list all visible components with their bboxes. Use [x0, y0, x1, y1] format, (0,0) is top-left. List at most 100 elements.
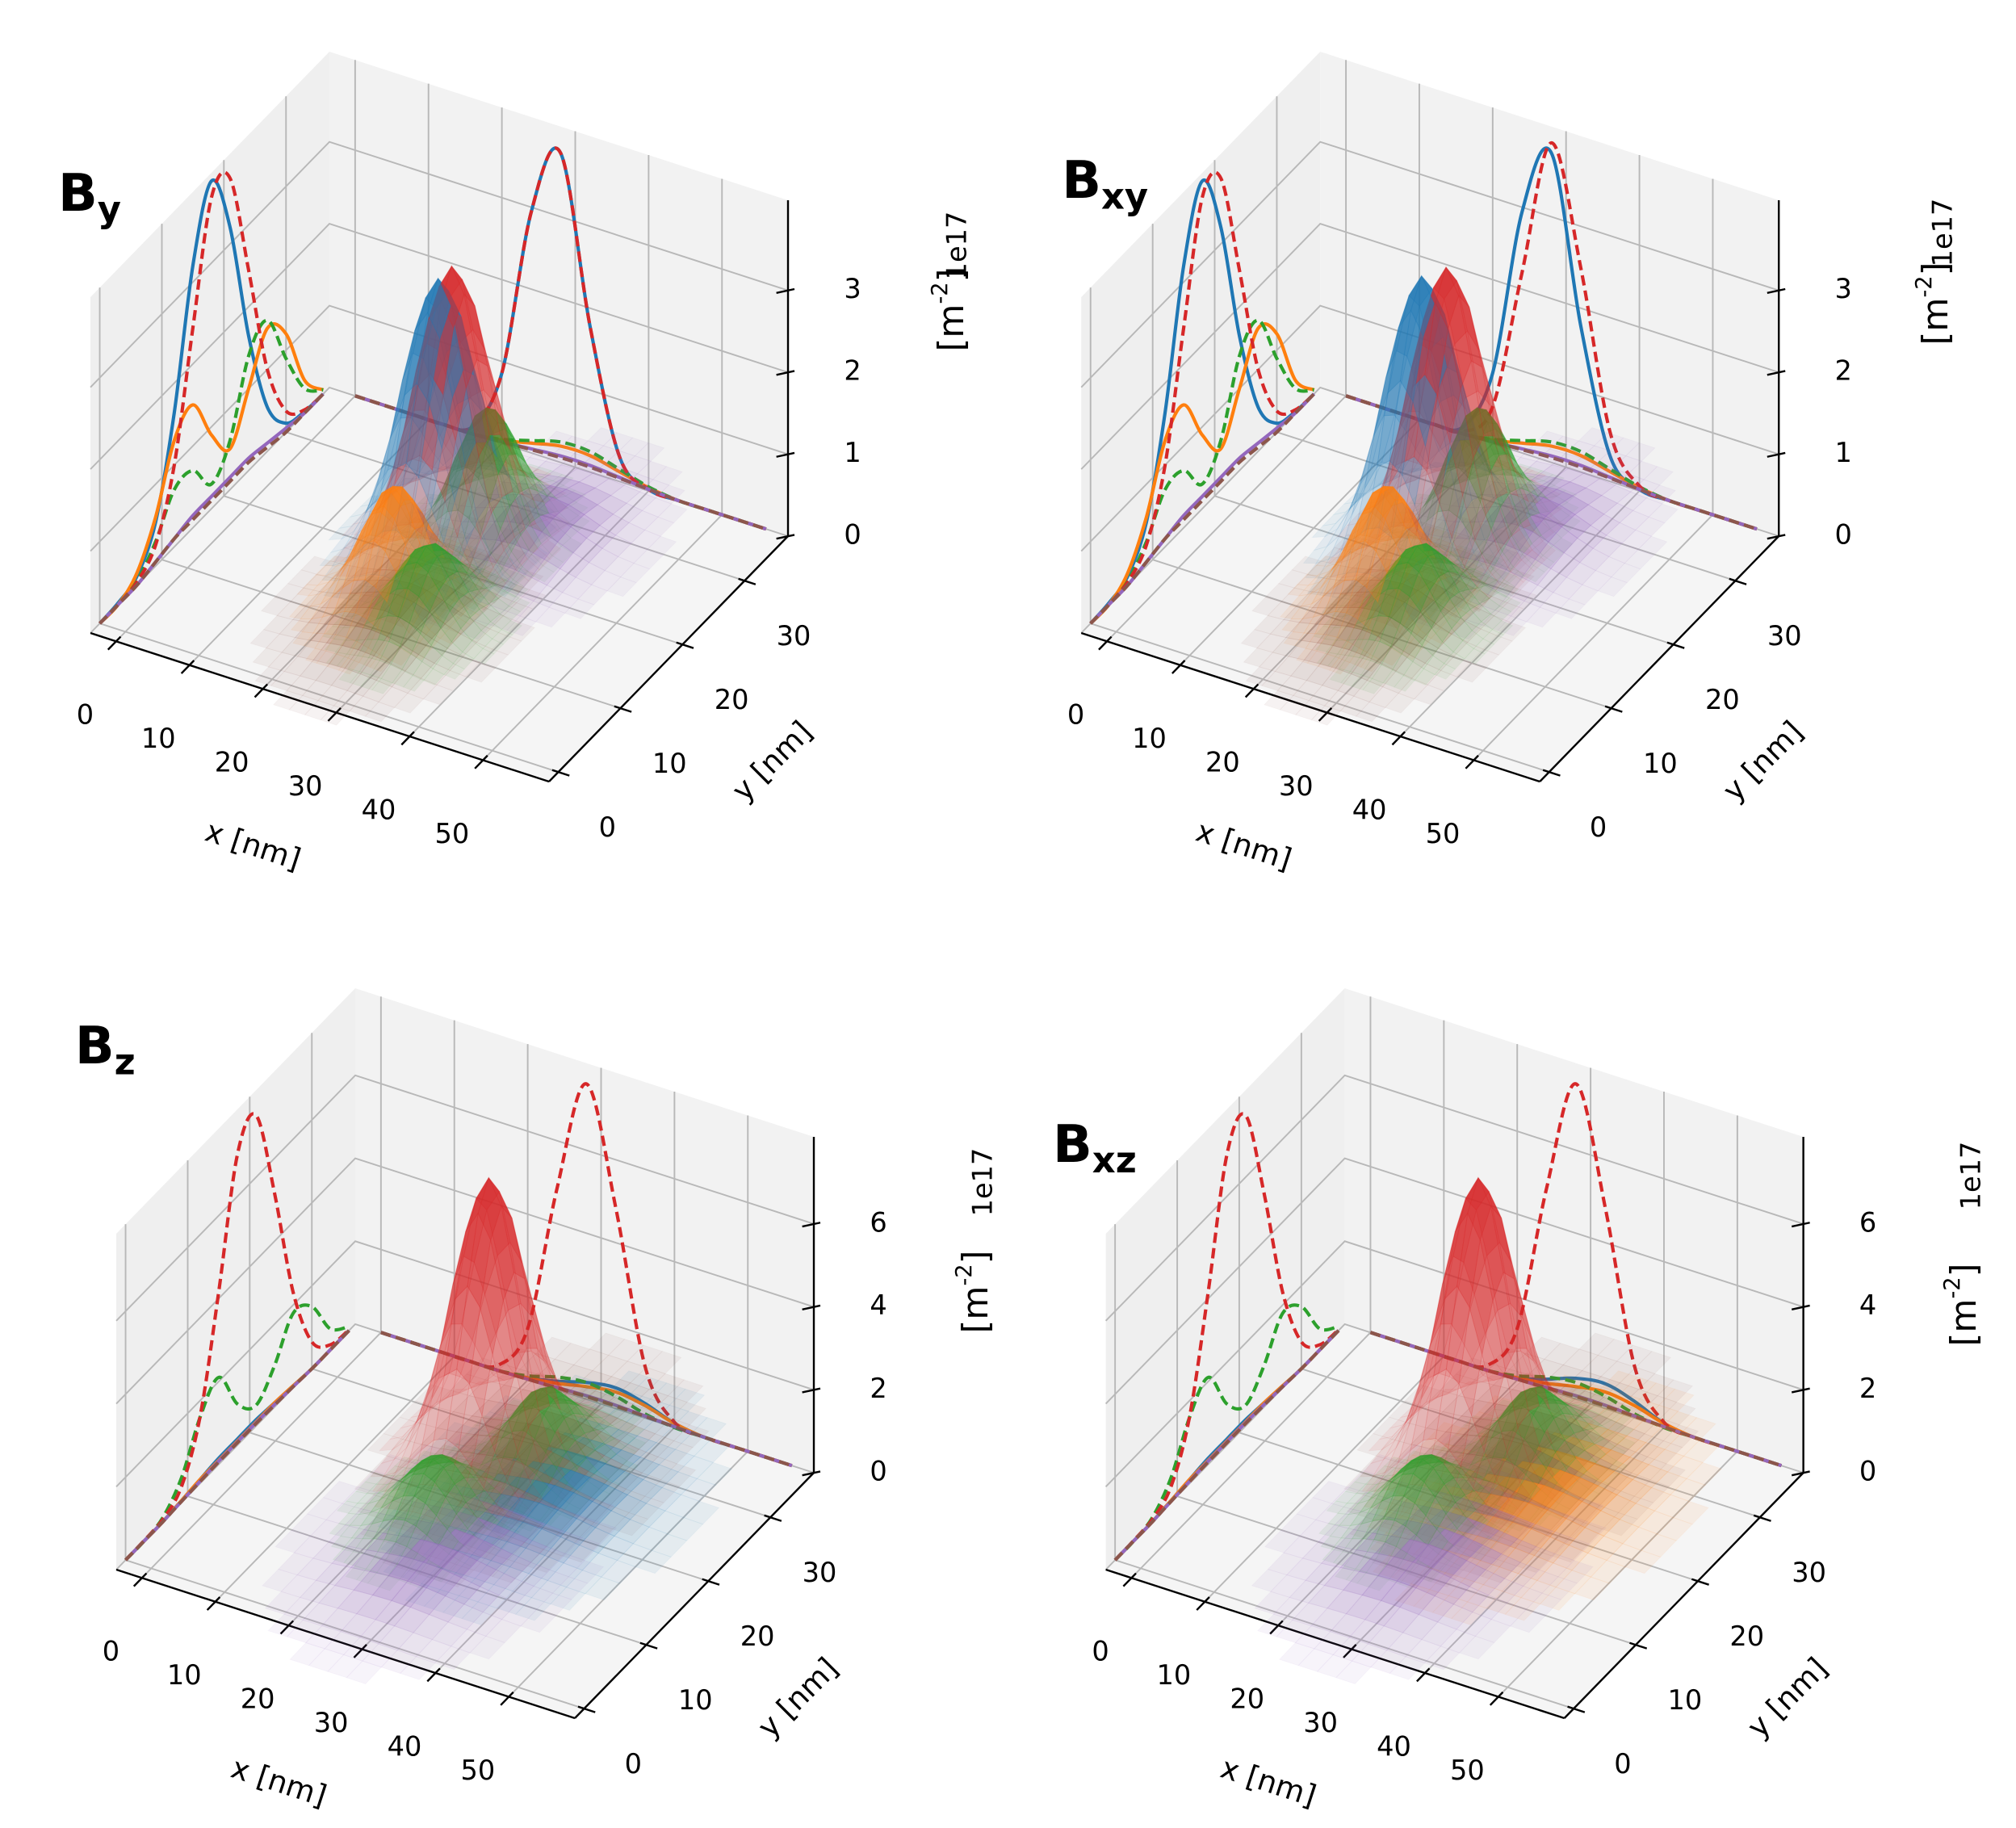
surface-facet: [329, 553, 351, 588]
surface-facet: [455, 543, 480, 591]
surface-facet: [288, 606, 311, 619]
z-tick-label: 2: [870, 1373, 886, 1404]
surface-facet: [468, 571, 493, 602]
surface-facet: [249, 629, 281, 649]
surface-facet: [643, 516, 675, 537]
surface-facet: [471, 630, 493, 649]
surface-facet: [467, 456, 492, 540]
surface-facet: [303, 632, 325, 649]
surface-facet: [296, 584, 319, 597]
surface-facet: [461, 619, 492, 640]
surface-facet: [366, 439, 391, 512]
surface-facet: [466, 553, 497, 572]
surface-facet: [488, 597, 510, 614]
surface-facet: [397, 417, 422, 468]
surface-facet: [336, 575, 361, 600]
surface-facet: [509, 491, 531, 536]
surface-facet: [467, 518, 491, 573]
grid-line: [90, 223, 789, 470]
surface-facet: [467, 599, 489, 616]
surface-facet: [481, 559, 513, 578]
surface-facet: [530, 476, 555, 484]
grid-line: [90, 386, 789, 634]
surface-facet: [400, 409, 425, 465]
grid-line: [90, 140, 789, 388]
surface-facet: [449, 617, 471, 635]
surface-facet: [316, 570, 339, 586]
surface-facet: [472, 574, 494, 599]
surface-facet: [590, 569, 622, 592]
z-axis-label-end: ]: [956, 1251, 996, 1264]
surface-facet: [333, 551, 359, 581]
surface-facet: [482, 638, 505, 655]
surface-facet: [481, 551, 504, 564]
surface-facet: [470, 534, 492, 576]
surface-facet: [499, 606, 522, 622]
surface-facet: [287, 569, 318, 589]
surface-facet: [533, 474, 565, 486]
surface-facet: [621, 455, 652, 475]
surface-facet: [420, 467, 446, 480]
surface-facet: [323, 610, 346, 635]
surface-facet: [492, 574, 517, 597]
x-tick-label: 10: [1132, 723, 1167, 754]
surface-facet: [467, 428, 488, 480]
surface-facet: [459, 564, 484, 603]
x-tick-label: 0: [103, 1636, 119, 1667]
surface-facet: [507, 476, 532, 508]
surface-facet: [305, 591, 337, 608]
surface-facet: [492, 556, 514, 569]
surface-facet: [451, 551, 474, 563]
surface-facet: [406, 472, 431, 484]
surface-facet: [419, 499, 441, 514]
surface-facet: [492, 549, 518, 585]
z-axis-label-end: ]: [931, 269, 971, 283]
surface-facet: [444, 440, 469, 538]
panel-title: Bz: [75, 1017, 136, 1084]
surface-facet: [605, 450, 636, 469]
surface-facet: [505, 469, 530, 495]
surface-facet: [573, 440, 605, 459]
surface-facet: [514, 464, 540, 475]
surface-facet: [319, 572, 340, 595]
z-tick-label: 1: [1835, 437, 1852, 468]
surface-facet: [504, 593, 534, 617]
surface-facet: [429, 600, 459, 625]
surface-facet: [417, 515, 449, 535]
surface-facet: [429, 617, 451, 639]
x-tick: [254, 683, 269, 698]
surface-facet: [541, 470, 564, 481]
surface-facet: [328, 560, 350, 583]
surface-facet: [478, 434, 503, 515]
y-tick-label: 20: [715, 684, 749, 715]
surface-facet: [459, 591, 480, 618]
surface-facet: [404, 529, 435, 549]
surface-facet: [476, 628, 507, 650]
surface-facet: [432, 526, 463, 544]
surface-facet: [437, 486, 461, 496]
surface-facet: [505, 572, 527, 586]
surface-facet: [503, 579, 526, 598]
surface-facet: [333, 627, 355, 641]
surface-facet: [528, 531, 559, 560]
surface-facet: [364, 469, 388, 515]
surface-facet: [480, 621, 503, 639]
surface-facet: [476, 493, 507, 509]
surface-facet: [337, 514, 364, 529]
surface-facet: [623, 473, 654, 493]
surface-facet: [318, 577, 350, 594]
surface-facet: [626, 491, 656, 511]
surface-facet: [308, 606, 339, 625]
y-tick-label: 20: [1729, 1620, 1764, 1652]
y-axis-label: y [nm]: [725, 714, 819, 807]
surface-facet: [445, 577, 467, 600]
surface-facet: [482, 566, 507, 598]
surface-facet: [508, 597, 530, 613]
x-tick-label: 40: [1377, 1730, 1411, 1762]
z-axis-label: [m-2]: [927, 269, 971, 352]
x-tick-label: 30: [1303, 1707, 1338, 1738]
x-tick-label: 50: [1426, 818, 1461, 849]
surface-facet: [470, 559, 501, 584]
z-axis-label-sup: -2: [952, 1264, 977, 1285]
surface-facet: [572, 537, 603, 564]
